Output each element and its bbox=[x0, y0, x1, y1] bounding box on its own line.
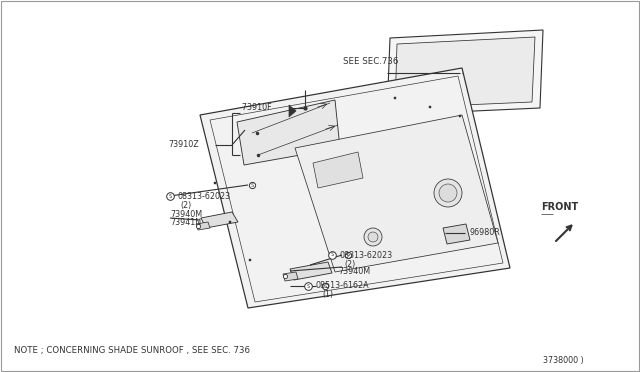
Text: S: S bbox=[346, 253, 349, 257]
Polygon shape bbox=[201, 212, 238, 228]
Text: 08313-62023: 08313-62023 bbox=[340, 250, 393, 260]
Text: 73941N: 73941N bbox=[170, 218, 201, 227]
Text: S: S bbox=[307, 283, 310, 289]
Text: S: S bbox=[250, 183, 253, 187]
Text: S: S bbox=[330, 253, 333, 257]
Polygon shape bbox=[289, 105, 296, 117]
Text: NOTE ; CONCERNING SHADE SUNROOF , SEE SEC. 736: NOTE ; CONCERNING SHADE SUNROOF , SEE SE… bbox=[14, 346, 250, 355]
Polygon shape bbox=[196, 222, 210, 230]
Text: (1): (1) bbox=[322, 291, 333, 299]
Polygon shape bbox=[295, 115, 498, 272]
Text: (2): (2) bbox=[344, 260, 355, 269]
Circle shape bbox=[439, 184, 457, 202]
Text: 73910Z: 73910Z bbox=[168, 140, 199, 148]
Polygon shape bbox=[387, 30, 543, 115]
Text: 08313-62023: 08313-62023 bbox=[178, 192, 231, 201]
Text: 3738000 ): 3738000 ) bbox=[543, 356, 584, 365]
Circle shape bbox=[434, 179, 462, 207]
Text: -73910F: -73910F bbox=[240, 103, 273, 112]
Text: 73940M: 73940M bbox=[170, 209, 202, 218]
Text: S: S bbox=[323, 283, 326, 289]
Circle shape bbox=[368, 232, 378, 242]
Circle shape bbox=[364, 228, 382, 246]
Polygon shape bbox=[200, 68, 510, 308]
Text: (2): (2) bbox=[180, 201, 191, 209]
Polygon shape bbox=[237, 100, 340, 165]
Text: S: S bbox=[168, 193, 172, 199]
Text: SEE SEC.736: SEE SEC.736 bbox=[343, 57, 398, 65]
Polygon shape bbox=[443, 224, 470, 244]
Polygon shape bbox=[290, 262, 332, 280]
Text: 08513-6162A: 08513-6162A bbox=[316, 282, 370, 291]
Text: 73940M: 73940M bbox=[338, 267, 370, 276]
Polygon shape bbox=[395, 37, 535, 108]
Polygon shape bbox=[283, 272, 298, 281]
Polygon shape bbox=[313, 152, 363, 188]
Text: FRONT: FRONT bbox=[541, 202, 579, 212]
Text: 96980R: 96980R bbox=[470, 228, 500, 237]
